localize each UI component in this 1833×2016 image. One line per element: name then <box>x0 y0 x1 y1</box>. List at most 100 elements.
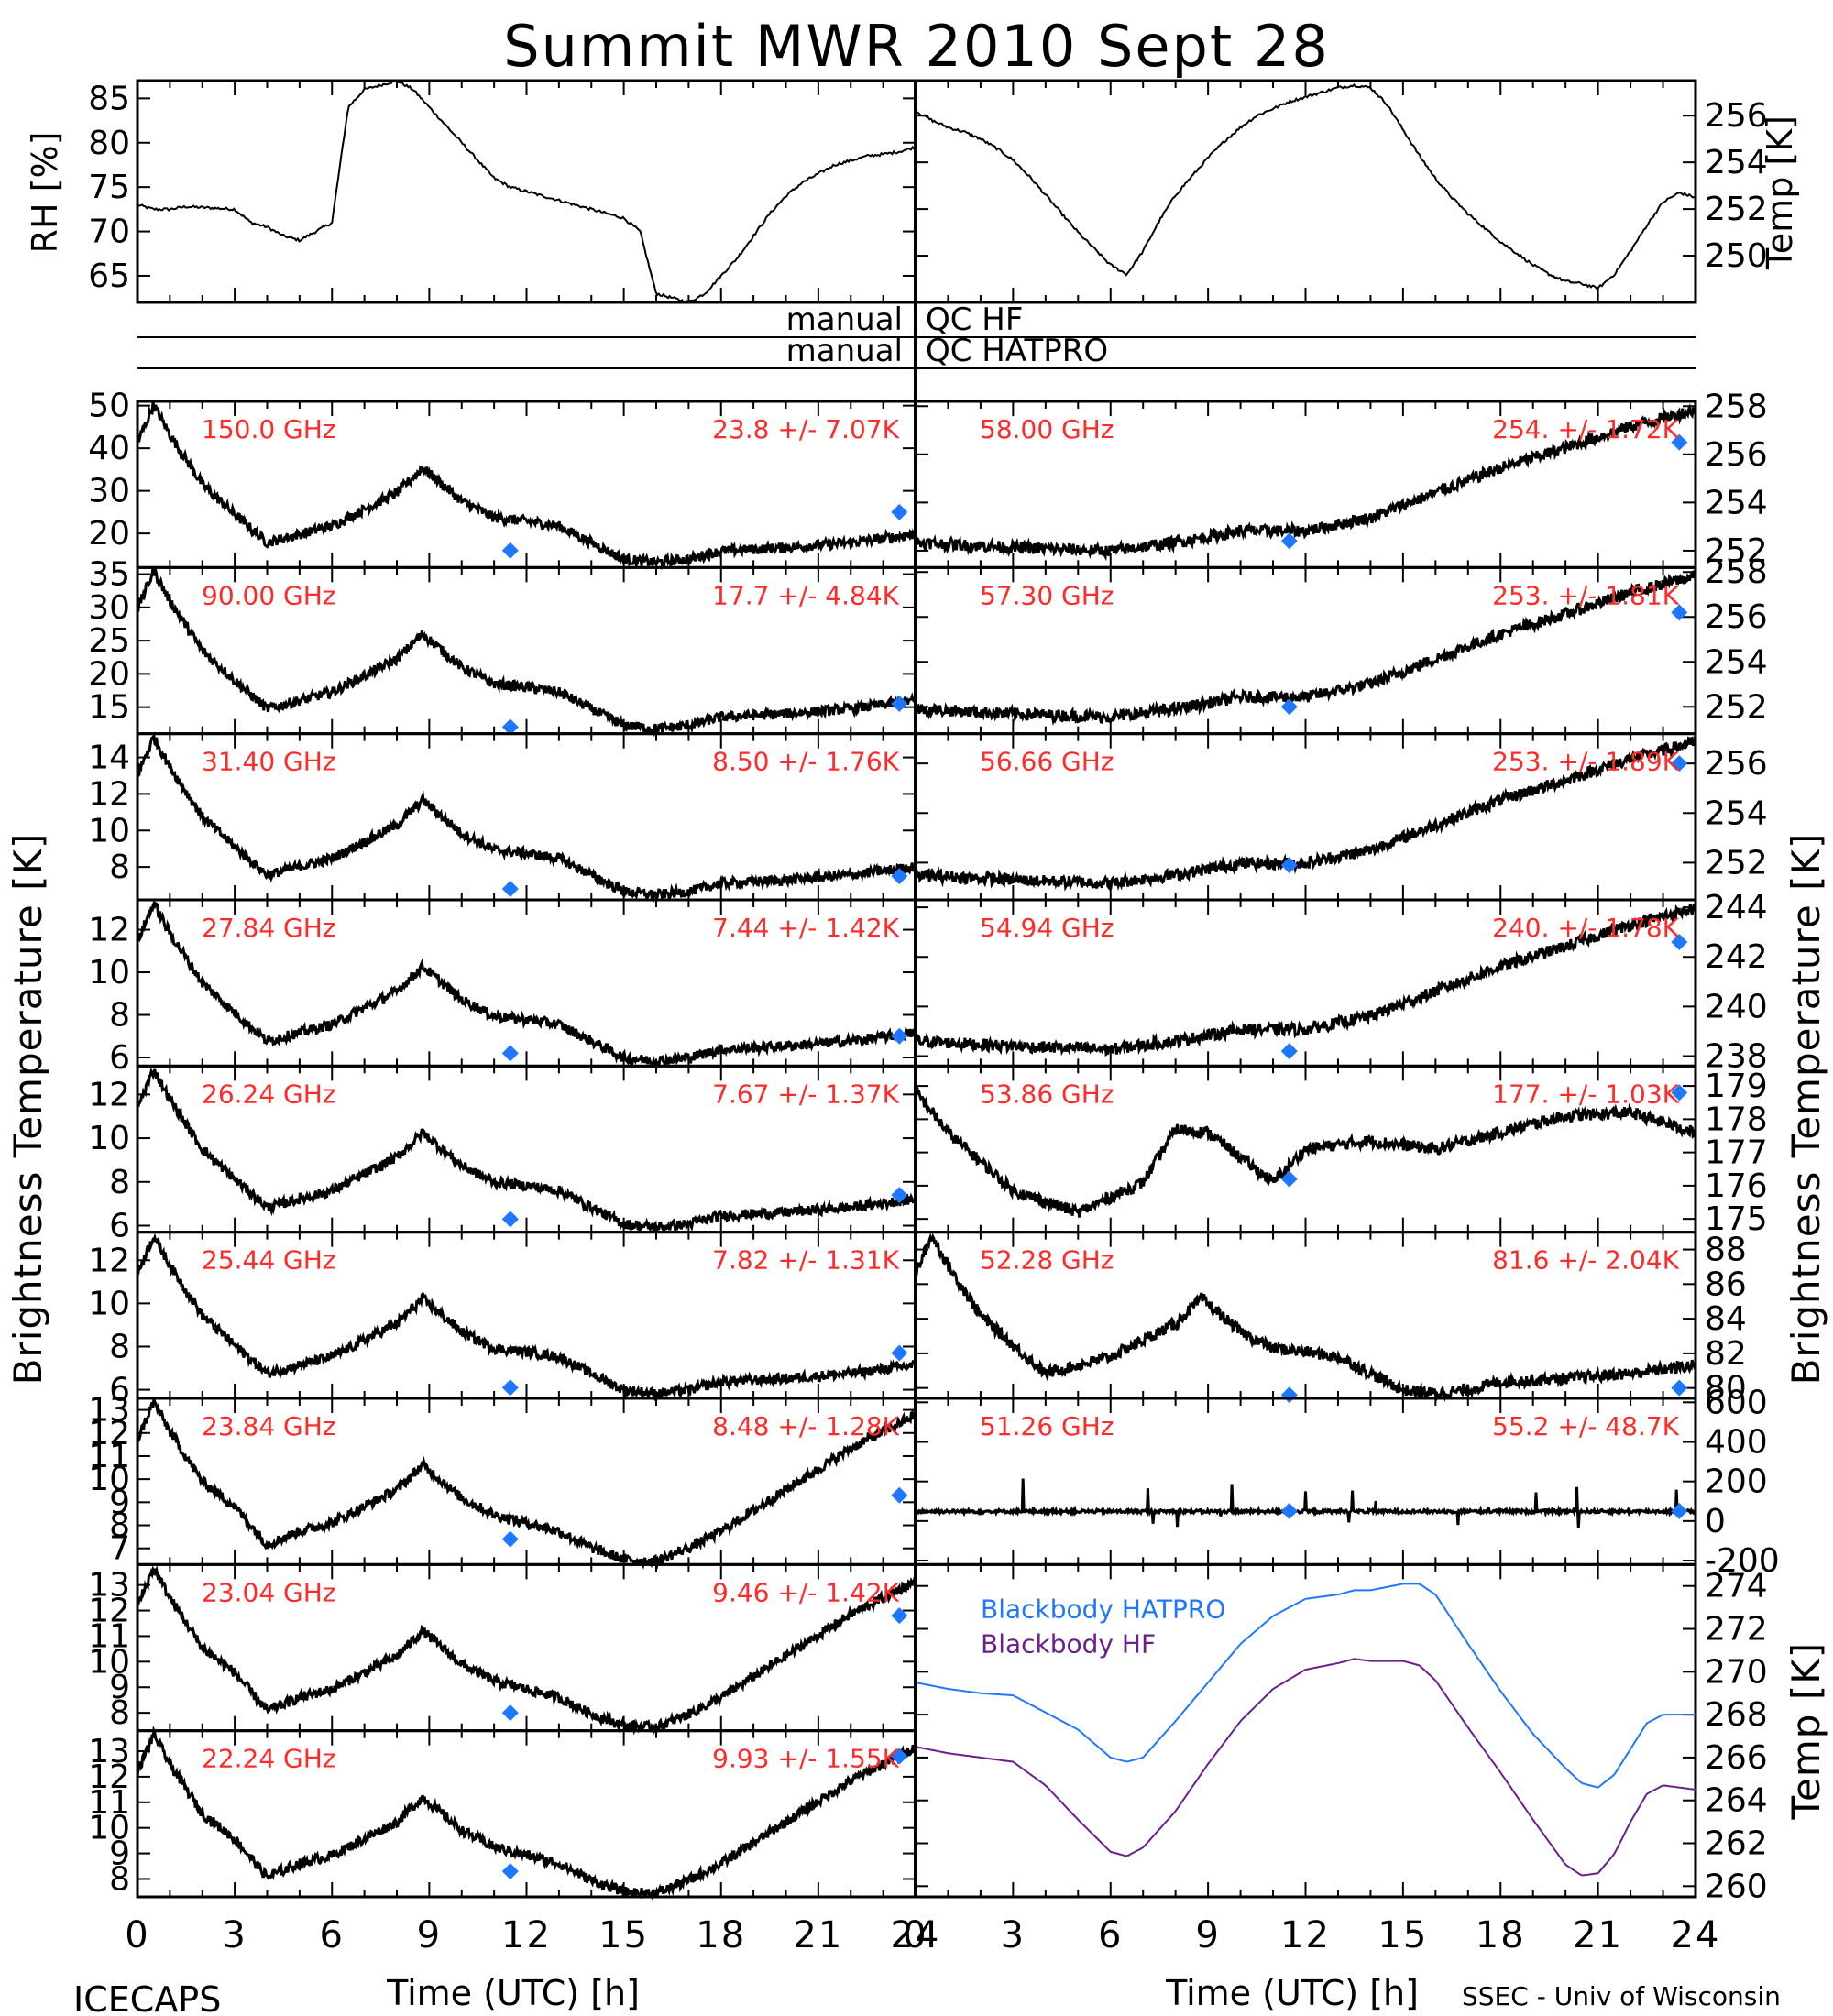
sounding-point <box>891 1748 908 1765</box>
sounding-point <box>1671 755 1688 772</box>
x-tick-label: 9 <box>1195 1914 1220 1956</box>
frequency-label: 53.86 GHz <box>980 1079 1114 1109</box>
y-tick-label: 7 <box>109 1530 130 1568</box>
sounding-point <box>501 718 519 736</box>
y-tick-label: 13 <box>88 1392 130 1430</box>
y-tick-label: 75 <box>88 169 130 206</box>
x-tick-label: 18 <box>696 1914 746 1956</box>
frequency-label: 54.94 GHz <box>980 913 1114 943</box>
y-tick-label: 13 <box>88 1567 130 1605</box>
y-tick-label: 8 <box>109 997 130 1035</box>
y-tick-label: 177 <box>1705 1134 1768 1172</box>
y-tick-label: 10 <box>88 1461 130 1498</box>
line-blackbody-1 <box>915 1658 1696 1877</box>
stat-label: 253. +/- 1.81K <box>1492 580 1679 610</box>
sounding-point <box>501 1379 519 1397</box>
frequency-label: 51.26 GHz <box>980 1411 1114 1441</box>
y-tick-label: 12 <box>88 912 130 949</box>
x-tick-label: 9 <box>417 1914 442 1956</box>
stat-label: 9.93 +/- 1.55K <box>712 1744 899 1774</box>
x-tick-label: 18 <box>1476 1914 1526 1956</box>
sounding-point <box>1671 1084 1688 1101</box>
y-tick-label: 88 <box>1705 1232 1747 1269</box>
trace-b5126 <box>914 1478 1697 1528</box>
y-tick-label: 244 <box>1705 889 1768 926</box>
y-tick-label: 65 <box>88 257 130 295</box>
trace-b5730 <box>914 570 1697 727</box>
y-tick-label: 10 <box>88 1810 130 1847</box>
y-tick-label: 8 <box>109 1694 130 1732</box>
y-tick-label: 252 <box>1705 688 1768 726</box>
y-tick-label: 11 <box>88 1438 130 1475</box>
panel-bb: 260 262 264 266 268 270 272 274 Blackbody HATPRO… <box>914 1562 1768 1905</box>
y-tick-label: 82 <box>1705 1335 1747 1373</box>
footer-left: ICECAPS <box>73 1979 221 2016</box>
frequency-label: 23.04 GHz <box>202 1577 336 1607</box>
y-tick-label: 20 <box>88 515 130 553</box>
y-tick-label: -200 <box>1705 1542 1780 1580</box>
y-tick-label: 9 <box>109 1484 130 1521</box>
y-tick-label: 600 <box>1705 1384 1768 1421</box>
sounding-point <box>1280 532 1298 550</box>
y-tick-label: 258 <box>1705 553 1768 591</box>
stat-label: 55.2 +/- 48.7K <box>1492 1411 1679 1441</box>
y-tick-label: 12 <box>88 1242 130 1279</box>
x-axis-title-right: Time (UTC) [h] <box>1165 1973 1419 2013</box>
x-tick-label: 15 <box>1377 1914 1428 1956</box>
qc-strip: manual QC HF manual QC HATPRO <box>137 301 1696 369</box>
frequency-label: 150.0 GHz <box>202 414 336 444</box>
y-tick-label: 8 <box>109 1328 130 1365</box>
stat-label: 23.8 +/- 7.07K <box>712 414 899 444</box>
y-axis-left-title: Brightness Temperature [K] <box>5 833 50 1386</box>
sounding-point <box>501 1530 519 1548</box>
sounding-point <box>891 1344 908 1362</box>
panel-rh: 65 70 75 80 85 <box>88 79 917 304</box>
sounding-point <box>891 696 908 713</box>
line-blackbody-0 <box>915 1583 1696 1789</box>
y-tick-label: 25 <box>88 622 130 660</box>
sounding-point <box>501 1211 519 1228</box>
stat-label: 253. +/- 1.89K <box>1492 747 1679 777</box>
x-tick-label: 3 <box>222 1914 247 1956</box>
y-tick-label: 9 <box>109 1835 130 1873</box>
trace-b2224 <box>136 1725 916 1901</box>
stat-label: 177. +/- 1.03K <box>1492 1079 1679 1109</box>
y-tick-label: 15 <box>88 689 130 727</box>
y-tick-label: 256 <box>1705 436 1768 474</box>
y-tick-label: 400 <box>1705 1423 1768 1461</box>
y-tick-label: 12 <box>88 775 130 813</box>
x-tick-labels-left: 0 3 6 9 12 15 18 21 24 <box>125 1914 938 1956</box>
sounding-point <box>1280 1043 1298 1060</box>
trace-b2624 <box>136 1067 917 1234</box>
y-tick-label: 10 <box>88 954 130 992</box>
sounding-point <box>1671 604 1688 621</box>
frequency-label: 56.66 GHz <box>980 747 1114 777</box>
y-tick-label: 10 <box>88 1285 130 1322</box>
panel-b150: 20 30 40 50 150.0 GHz 23.8 +/- 7.07K <box>88 388 917 571</box>
y-tick-label: 264 <box>1705 1782 1768 1820</box>
y-tick-label: 178 <box>1705 1101 1768 1138</box>
stat-label: 7.67 +/- 1.37K <box>712 1079 899 1109</box>
x-tick-label: 12 <box>501 1914 552 1956</box>
stat-label: 240. +/- 1.78K <box>1492 913 1679 943</box>
bb-ylabel: Temp [K] <box>1784 1642 1828 1821</box>
panel-b2544: 6 8 10 12 25.44 GHz 7.82 +/- 1.31K <box>88 1231 917 1409</box>
y-tick-label: 240 <box>1705 988 1768 1025</box>
trace-b2384 <box>136 1398 917 1571</box>
sounding-point <box>501 542 519 559</box>
y-tick-label: 254 <box>1705 643 1768 681</box>
x-tick-label: 3 <box>1001 1914 1026 1956</box>
panel-b2624: 6 8 10 12 26.24 GHz 7.67 +/- 1.37K <box>88 1064 917 1245</box>
sounding-point <box>501 881 519 898</box>
sounding-point <box>1280 698 1298 716</box>
y-tick-label: 238 <box>1705 1038 1768 1076</box>
sounding-point <box>501 1863 519 1880</box>
x-tick-label: 12 <box>1280 1914 1331 1956</box>
x-tick-label: 21 <box>793 1914 843 1956</box>
panel-b5730: 252 254 256 258 57.30 GHz 253. +/- 1.81K <box>914 553 1768 736</box>
